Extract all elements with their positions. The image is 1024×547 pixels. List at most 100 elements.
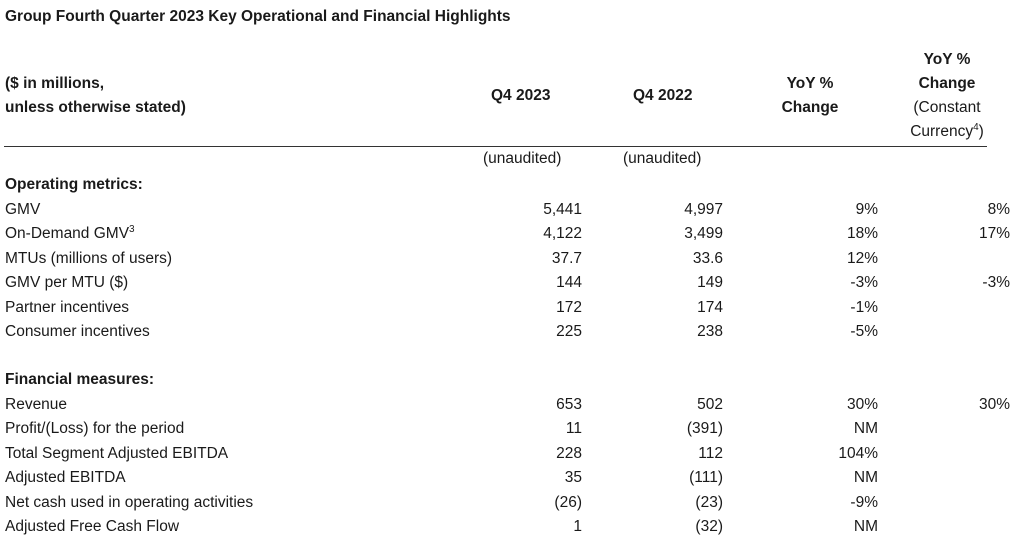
cell-yoy-change: 9% [855, 200, 878, 218]
row-label-text: Profit/(Loss) for the period [5, 420, 185, 437]
table-row: MTUs (millions of users) 37.7 33.6 12% [0, 247, 1024, 271]
row-label-text: Partner incentives [5, 298, 130, 316]
footnote-marker: 3 [129, 224, 135, 235]
row-label: GMV per MTU ($) [5, 274, 128, 292]
cell-yoy-change: 30% [846, 395, 878, 413]
row-label: Profit/(Loss) for the period [5, 420, 184, 438]
cell-q4-2023: 228 [556, 444, 582, 462]
cell-yoy-change: NM [853, 518, 878, 535]
row-label: Revenue [5, 396, 67, 414]
cell-yoy-change: NM [853, 469, 878, 486]
units-label-line1: ($ in millions, [5, 75, 105, 92]
cell-q4-2022: 3,499 [684, 225, 723, 242]
table-row: Net cash used in operating activities (26… [0, 491, 1024, 515]
cell-yoy-change: -3% [850, 274, 878, 291]
col-header-yoy-cc-line1: YoY % [923, 51, 971, 68]
cell-yoy-cc-change: 17% [978, 225, 1010, 242]
table-row: On-Demand GMV3 4,122 3,499 18% 17% [0, 222, 1024, 246]
col-header-q4-2022: Q4 2022 [633, 87, 693, 104]
col-header-yoy-cc-close: ) [978, 123, 984, 140]
cell-q4-2023: 4,122 [543, 225, 582, 242]
cell-q4-2022: 238 [697, 323, 723, 340]
row-label-text: MTUs (millions of users) [5, 249, 173, 267]
table-row: GMV per MTU ($) 144 149 -3% -3% [0, 271, 1024, 295]
cell-q4-2022: 174 [697, 298, 723, 316]
cell-yoy-change: NM [853, 420, 878, 437]
cell-q4-2023: 144 [556, 274, 582, 291]
row-label: Net cash used in operating activities [5, 494, 253, 512]
page-title: Group Fourth Quarter 2023 Key Operationa… [5, 8, 511, 25]
table-row: Adjusted EBITDA 35 (111) NM [0, 466, 1024, 490]
cell-q4-2022: (32) [695, 518, 723, 535]
row-label-text: Adjusted Free Cash Flow [5, 518, 180, 535]
row-label: Partner incentives [5, 299, 129, 317]
col-header-yoy-cc-currency: Currency [910, 123, 974, 140]
cell-q4-2023: 35 [564, 469, 582, 486]
cell-q4-2022: 4,997 [684, 200, 723, 218]
cell-q4-2022: (391) [686, 420, 723, 437]
row-label: MTUs (millions of users) [5, 250, 172, 268]
row-label: GMV [5, 201, 40, 219]
units-label-line2: unless otherwise stated) [5, 99, 186, 116]
col-header-yoy-line2: Change [781, 99, 839, 116]
cell-q4-2022: (23) [695, 493, 723, 511]
col-header-yoy-line1: YoY % [786, 75, 834, 92]
cell-yoy-cc-change: -3% [982, 274, 1010, 291]
cell-q4-2023: (26) [554, 493, 582, 511]
header-divider [4, 146, 987, 147]
row-label-text: GMV [5, 200, 41, 218]
cell-q4-2022: (111) [689, 469, 723, 486]
cell-yoy-change: 12% [846, 249, 878, 267]
row-label-text: Net cash used in operating activities [5, 493, 254, 511]
cell-q4-2023: 1 [573, 518, 582, 535]
cell-q4-2022: 149 [697, 274, 723, 291]
cell-q4-2023: 37.7 [551, 249, 582, 267]
cell-q4-2023: 11 [565, 420, 582, 437]
table-row: Consumer incentives 225 238 -5% [0, 320, 1024, 344]
row-label-text: Consumer incentives [5, 323, 150, 340]
row-label: Adjusted EBITDA [5, 469, 126, 487]
col-header-q4-2023: Q4 2023 [491, 87, 551, 104]
table-row: Partner incentives 172 174 -1% [0, 296, 1024, 320]
unaudited-q4-2022: (unaudited) [623, 150, 702, 167]
cell-q4-2022: 112 [698, 444, 723, 462]
row-label-text: GMV per MTU ($) [5, 274, 129, 291]
cell-yoy-change: -1% [850, 298, 878, 316]
row-label: Adjusted Free Cash Flow [5, 518, 179, 536]
section-header: Operating metrics: [0, 173, 1024, 197]
cell-q4-2023: 172 [556, 298, 582, 316]
row-label: Total Segment Adjusted EBITDA [5, 445, 228, 463]
row-label-text: On-Demand GMV [5, 225, 130, 242]
col-header-yoy-cc-line4: Currency4) [892, 120, 1002, 144]
cell-yoy-cc-change: 8% [987, 200, 1010, 218]
section-title: Operating metrics: [5, 176, 143, 193]
cell-q4-2022: 502 [697, 395, 723, 413]
row-label: Consumer incentives [5, 323, 150, 341]
cell-yoy-change: 18% [846, 225, 878, 242]
row-label-text: Revenue [5, 395, 68, 413]
cell-yoy-change: 104% [838, 444, 878, 462]
table-row: Profit/(Loss) for the period 11 (391) NM [0, 417, 1024, 441]
col-header-yoy: YoY % Change [770, 72, 850, 120]
col-header-yoy-cc-line3: (Constant [913, 99, 981, 116]
section-header: Financial measures: [0, 368, 1024, 392]
cell-q4-2023: 653 [556, 395, 582, 413]
unaudited-q4-2023: (unaudited) [483, 150, 562, 167]
cell-yoy-change: -5% [850, 323, 878, 340]
footnote-4: 4 [973, 122, 979, 133]
cell-q4-2022: 33.6 [692, 249, 723, 267]
cell-q4-2023: 5,441 [543, 200, 582, 218]
row-label: On-Demand GMV3 [5, 225, 135, 243]
table-row: Adjusted Free Cash Flow 1 (32) NM [0, 515, 1024, 539]
table-row: GMV 5,441 4,997 9% 8% [0, 198, 1024, 222]
cell-q4-2023: 225 [556, 323, 582, 340]
cell-yoy-cc-change: 30% [978, 395, 1010, 413]
table-row: Revenue 653 502 30% 30% [0, 393, 1024, 417]
cell-yoy-change: -9% [850, 493, 878, 511]
table-row: Total Segment Adjusted EBITDA 228 112 104% [0, 442, 1024, 466]
row-label-text: Total Segment Adjusted EBITDA [5, 444, 229, 462]
row-label-text: Adjusted EBITDA [5, 469, 126, 486]
col-header-yoy-cc: YoY % Change (Constant Currency4) [892, 48, 1002, 144]
section-title: Financial measures: [5, 371, 155, 388]
units-label: ($ in millions, unless otherwise stated) [5, 72, 186, 120]
